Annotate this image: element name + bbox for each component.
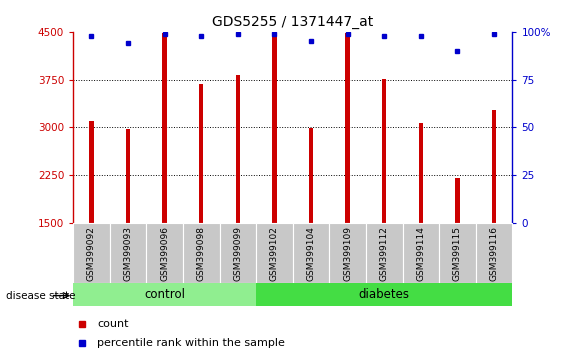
Bar (163, 33, 167, 223)
Title: GDS5255 / 1371447_at: GDS5255 / 1371447_at (212, 16, 373, 29)
Bar (126, 129, 130, 223)
Bar (256, 283, 512, 306)
Bar (256, 223, 293, 283)
Bar (329, 223, 366, 283)
Text: GSM399104: GSM399104 (307, 226, 315, 281)
Bar (403, 223, 439, 283)
Bar (146, 223, 183, 283)
Bar (492, 110, 496, 223)
Bar (236, 75, 240, 223)
Bar (73, 223, 110, 283)
Text: GSM399102: GSM399102 (270, 226, 279, 281)
Text: GSM399115: GSM399115 (453, 226, 462, 281)
Text: GSM399092: GSM399092 (87, 226, 96, 281)
Bar (439, 223, 476, 283)
Bar (293, 223, 329, 283)
Bar (382, 79, 386, 223)
Text: GSM399098: GSM399098 (197, 226, 205, 281)
Text: GSM399096: GSM399096 (160, 226, 169, 281)
Text: control: control (144, 288, 185, 301)
Bar (476, 223, 512, 283)
Bar (90, 121, 93, 223)
Bar (220, 223, 256, 283)
Text: GSM399116: GSM399116 (490, 226, 498, 281)
Bar (309, 128, 313, 223)
Text: GSM399112: GSM399112 (380, 226, 388, 281)
Text: disease state: disease state (6, 291, 75, 301)
Bar (366, 223, 403, 283)
Text: GSM399093: GSM399093 (124, 226, 132, 281)
Bar (419, 123, 423, 223)
Text: GSM399099: GSM399099 (234, 226, 242, 281)
Bar (455, 178, 459, 223)
Bar (346, 33, 350, 223)
Bar (73, 283, 256, 306)
Text: GSM399109: GSM399109 (343, 226, 352, 281)
Bar (110, 223, 146, 283)
Text: percentile rank within the sample: percentile rank within the sample (97, 338, 285, 348)
Text: count: count (97, 319, 129, 329)
Bar (183, 223, 220, 283)
Bar (199, 84, 203, 223)
Text: GSM399114: GSM399114 (417, 226, 425, 281)
Bar (272, 34, 276, 223)
Text: diabetes: diabetes (359, 288, 410, 301)
